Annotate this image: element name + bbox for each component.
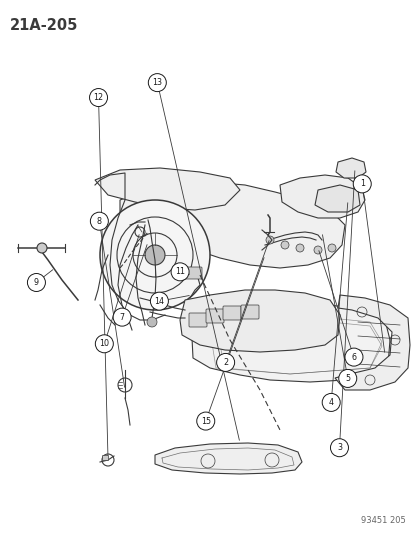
Polygon shape xyxy=(279,175,364,218)
Polygon shape xyxy=(314,185,359,212)
FancyBboxPatch shape xyxy=(102,456,108,461)
Circle shape xyxy=(344,348,362,366)
FancyBboxPatch shape xyxy=(240,305,259,319)
Text: 13: 13 xyxy=(152,78,162,87)
Text: 9: 9 xyxy=(34,278,39,287)
Polygon shape xyxy=(192,302,389,382)
Circle shape xyxy=(113,308,131,326)
Circle shape xyxy=(148,74,166,92)
Circle shape xyxy=(147,317,157,327)
Polygon shape xyxy=(95,168,240,210)
FancyBboxPatch shape xyxy=(182,267,202,279)
Text: 12: 12 xyxy=(93,93,103,102)
Circle shape xyxy=(321,393,339,411)
Circle shape xyxy=(313,246,321,254)
Circle shape xyxy=(330,439,348,457)
Text: 8: 8 xyxy=(97,217,102,225)
Circle shape xyxy=(295,244,303,252)
Text: 6: 6 xyxy=(351,353,356,361)
Circle shape xyxy=(196,412,214,430)
Circle shape xyxy=(145,245,165,265)
Polygon shape xyxy=(120,182,344,268)
Circle shape xyxy=(27,273,45,292)
Circle shape xyxy=(338,369,356,387)
Text: 14: 14 xyxy=(154,297,164,305)
Circle shape xyxy=(95,335,113,353)
Text: 4: 4 xyxy=(328,398,333,407)
Text: 7: 7 xyxy=(119,313,124,321)
Circle shape xyxy=(327,244,335,252)
Text: 21A-205: 21A-205 xyxy=(10,18,78,33)
Polygon shape xyxy=(335,158,365,178)
Circle shape xyxy=(266,236,273,244)
Circle shape xyxy=(352,175,370,193)
Circle shape xyxy=(89,88,107,107)
Text: 93451 205: 93451 205 xyxy=(361,516,405,525)
Text: 3: 3 xyxy=(336,443,341,452)
FancyBboxPatch shape xyxy=(189,313,206,327)
Circle shape xyxy=(150,292,168,310)
Text: 5: 5 xyxy=(344,374,349,383)
Polygon shape xyxy=(334,295,409,390)
Polygon shape xyxy=(180,290,339,352)
Circle shape xyxy=(216,353,234,372)
Text: 10: 10 xyxy=(99,340,109,348)
FancyBboxPatch shape xyxy=(206,309,223,323)
Text: 15: 15 xyxy=(200,417,210,425)
FancyBboxPatch shape xyxy=(223,306,240,320)
Circle shape xyxy=(280,241,288,249)
Text: 2: 2 xyxy=(223,358,228,367)
Circle shape xyxy=(100,200,209,310)
Circle shape xyxy=(90,212,108,230)
Text: 11: 11 xyxy=(175,268,185,276)
Polygon shape xyxy=(154,443,301,474)
Circle shape xyxy=(37,243,47,253)
Circle shape xyxy=(171,263,189,281)
Text: 1: 1 xyxy=(359,180,364,188)
